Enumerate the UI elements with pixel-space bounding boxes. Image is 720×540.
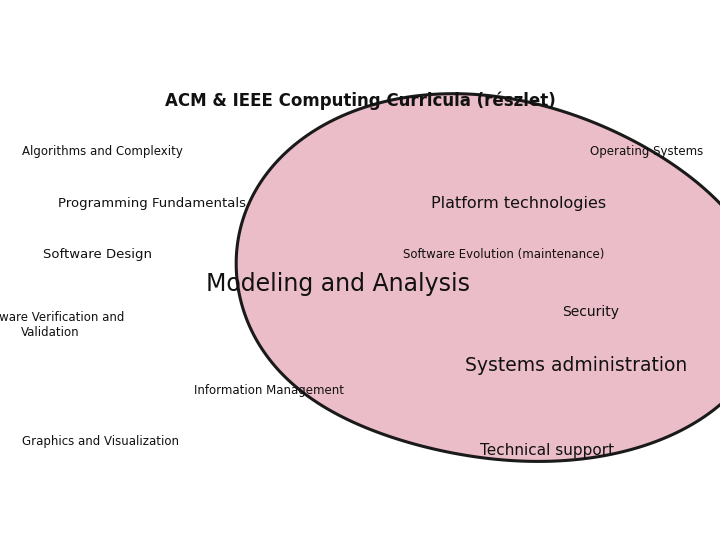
- Text: Security: Security: [562, 305, 619, 319]
- Text: Software Evolution (maintenance): Software Evolution (maintenance): [403, 248, 605, 261]
- Text: Software Verification and
Validation: Software Verification and Validation: [0, 310, 125, 339]
- Text: Modeling and Analysis: Modeling and Analysis: [207, 272, 470, 296]
- Text: Operating Systems: Operating Systems: [590, 145, 703, 158]
- Text: Algorithms and Complexity: Algorithms and Complexity: [22, 145, 182, 158]
- Text: ACM & IEEE Computing Curricula (részlet): ACM & IEEE Computing Curricula (részlet): [165, 91, 555, 110]
- Text: Information Management: Information Management: [194, 384, 344, 397]
- Text: Programming Fundamentals: Programming Fundamentals: [58, 197, 246, 210]
- Text: Software Design: Software Design: [43, 248, 152, 261]
- Text: Systems administration: Systems administration: [465, 356, 687, 375]
- Text: 12: 12: [349, 512, 371, 527]
- Text: Technical support: Technical support: [480, 443, 614, 458]
- Text: Platform technologies: Platform technologies: [431, 195, 606, 211]
- Text: Graphics and Visualization: Graphics and Visualization: [22, 435, 179, 448]
- Polygon shape: [236, 94, 720, 461]
- Text: Az informatika területei: Az informatika területei: [164, 20, 556, 53]
